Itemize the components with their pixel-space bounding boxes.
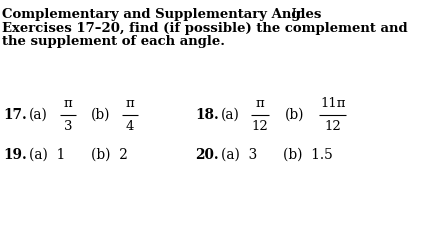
Text: 12: 12 <box>325 120 341 133</box>
Text: 11π: 11π <box>320 97 346 110</box>
Text: 19.: 19. <box>3 148 27 162</box>
Text: (b): (b) <box>285 108 304 122</box>
Text: Complementary and Supplementary Angles: Complementary and Supplementary Angles <box>2 8 321 21</box>
Text: Exercises 17–20, find (if possible) the complement and: Exercises 17–20, find (if possible) the … <box>2 22 408 35</box>
Text: (a): (a) <box>221 108 240 122</box>
Text: (a)  3: (a) 3 <box>221 148 257 162</box>
Text: the supplement of each angle.: the supplement of each angle. <box>2 35 225 48</box>
Text: In: In <box>283 8 306 21</box>
Text: (a): (a) <box>29 108 48 122</box>
Text: (a)  1: (a) 1 <box>29 148 65 162</box>
Text: 12: 12 <box>252 120 268 133</box>
Text: π: π <box>255 97 264 110</box>
Text: π: π <box>64 97 72 110</box>
Text: 20.: 20. <box>195 148 218 162</box>
Text: (b)  2: (b) 2 <box>91 148 128 162</box>
Text: π: π <box>126 97 134 110</box>
Text: 3: 3 <box>64 120 72 133</box>
Text: (b): (b) <box>91 108 110 122</box>
Text: 17.: 17. <box>3 108 27 122</box>
Text: 18.: 18. <box>195 108 219 122</box>
Text: (b)  1.5: (b) 1.5 <box>283 148 333 162</box>
Text: 4: 4 <box>126 120 134 133</box>
